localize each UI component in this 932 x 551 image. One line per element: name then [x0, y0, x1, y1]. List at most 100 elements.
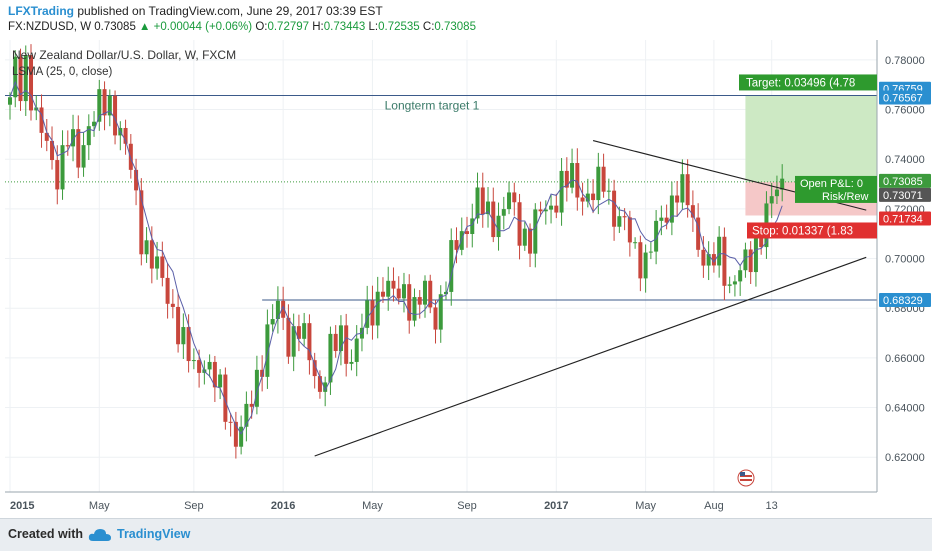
- candle-body: [638, 242, 643, 279]
- candle: [81, 132, 86, 177]
- candle: [228, 413, 233, 437]
- candle: [128, 134, 133, 179]
- candle: [396, 276, 401, 305]
- candle-body: [218, 374, 223, 388]
- candle: [118, 121, 123, 151]
- candle: [365, 285, 370, 335]
- candle: [669, 181, 674, 236]
- candle-body: [622, 216, 627, 218]
- candle-body: [680, 174, 685, 203]
- y-tick-label: 0.78000: [885, 55, 925, 67]
- candle: [218, 369, 223, 400]
- candle-body: [685, 174, 690, 206]
- price-axis-label-text: 0.71734: [883, 213, 923, 225]
- candle-body: [675, 195, 680, 203]
- price-axis-label: 0.73071: [879, 187, 931, 202]
- candle-body: [633, 242, 638, 244]
- published-text: published on TradingView.com, June 29, 2…: [77, 4, 383, 18]
- candle-body: [396, 288, 401, 299]
- candle-body: [365, 300, 370, 328]
- y-tick-label: 0.70000: [885, 254, 925, 266]
- candle-body: [338, 325, 343, 352]
- candle-body: [386, 280, 391, 297]
- candle-body: [328, 333, 333, 383]
- candle-body: [470, 218, 475, 234]
- candle-body: [459, 231, 464, 250]
- target-badge: Target: 0.03496 (4.78: [739, 74, 877, 91]
- candle-body: [29, 54, 34, 111]
- candle: [265, 309, 270, 389]
- candle-body: [160, 256, 165, 278]
- candle-body: [50, 140, 55, 161]
- candle-body: [612, 190, 617, 227]
- candle: [738, 264, 743, 296]
- event-icon-canton: [740, 472, 745, 476]
- open-pl-text: Open P&L: 0: [800, 178, 863, 190]
- change-up-icon: ▲: [139, 21, 151, 33]
- candle-body: [591, 193, 596, 201]
- candle-body: [13, 56, 18, 98]
- indicator-label: LSMA (25, 0, close): [12, 66, 113, 78]
- candle-body: [669, 195, 674, 223]
- stop-badge-bg: [747, 222, 877, 239]
- open-label: O:: [255, 21, 268, 33]
- target-badge-bg: [739, 74, 877, 91]
- candle: [328, 326, 333, 395]
- candle: [144, 227, 149, 263]
- candle-body: [155, 256, 160, 269]
- price-axis-label: 0.68329: [879, 293, 931, 308]
- candle: [717, 226, 722, 278]
- tradingview-link[interactable]: TradingView: [117, 527, 191, 541]
- candle-body: [249, 403, 254, 407]
- longterm-target-label: Longterm target 1: [385, 98, 480, 112]
- x-tick-label: May: [89, 500, 110, 512]
- candle: [181, 313, 186, 359]
- candle-body: [81, 145, 86, 168]
- candle-body: [601, 166, 606, 192]
- candle-body: [307, 323, 312, 361]
- candle: [701, 236, 706, 278]
- candle: [549, 195, 554, 224]
- candle-body: [627, 217, 632, 243]
- candle-body: [522, 228, 527, 246]
- candle: [722, 227, 727, 301]
- candle: [212, 355, 217, 403]
- x-tick-label: 2015: [10, 500, 34, 512]
- author-link[interactable]: LFXTrading: [8, 4, 74, 18]
- candle-body: [55, 160, 60, 190]
- candle: [648, 242, 653, 260]
- candle: [149, 226, 154, 284]
- candle: [260, 355, 265, 392]
- candle: [50, 126, 55, 170]
- candle: [438, 285, 443, 343]
- candle: [223, 367, 228, 430]
- x-tick-label: 13: [766, 500, 778, 512]
- candle-body: [454, 240, 459, 250]
- candle-body: [176, 306, 181, 345]
- candle-body: [690, 205, 695, 218]
- candle-body: [102, 89, 107, 116]
- candle: [244, 391, 249, 442]
- price-axis-label-bg: [879, 90, 931, 105]
- candle-body: [606, 190, 611, 192]
- price-chart[interactable]: 0.780000.760000.740000.720000.700000.680…: [0, 38, 932, 518]
- y-tick-label: 0.62000: [885, 452, 925, 464]
- stop-badge-text: Stop: 0.01337 (1.83: [752, 225, 853, 237]
- candle-body: [60, 145, 65, 190]
- publish-line: LFXTrading published on TradingView.com,…: [8, 4, 383, 18]
- candle: [270, 304, 275, 332]
- symbol-label: FX:NZDUSD, W: [8, 21, 92, 33]
- candle-body: [701, 249, 706, 266]
- candle-body: [748, 249, 753, 273]
- low-label: L:: [368, 21, 379, 33]
- candle: [575, 148, 580, 211]
- candle: [286, 304, 291, 364]
- candle: [71, 114, 76, 162]
- y-tick-label: 0.76000: [885, 105, 925, 117]
- candle-body: [370, 300, 375, 326]
- candle: [338, 315, 343, 366]
- candle-body: [107, 95, 112, 116]
- candle: [654, 210, 659, 265]
- candle-body: [76, 129, 81, 168]
- price-axis-label-text: 0.68329: [883, 295, 923, 307]
